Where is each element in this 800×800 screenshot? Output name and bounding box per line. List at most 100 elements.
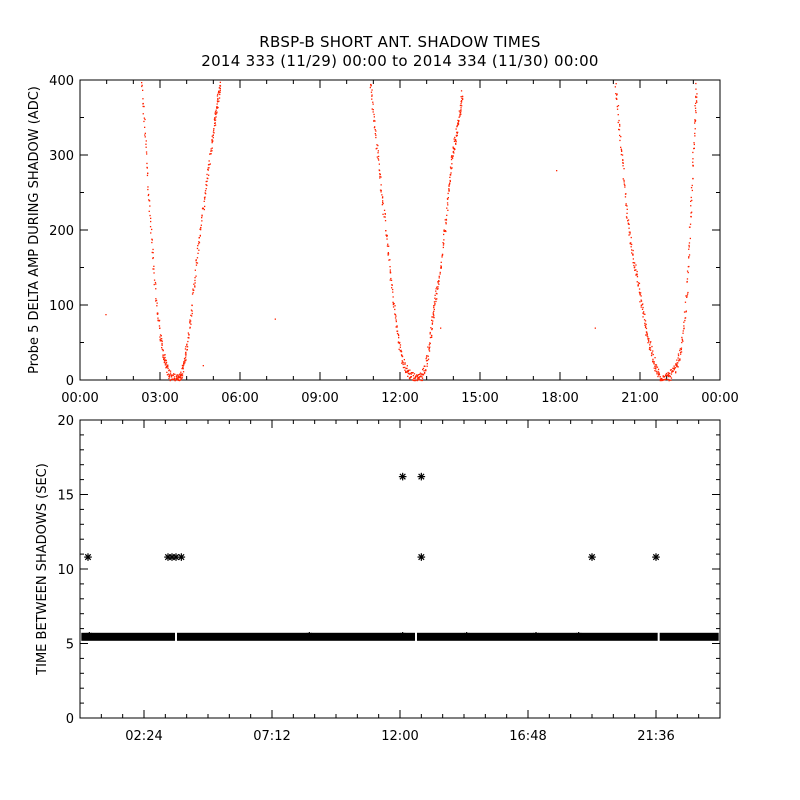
top-data-point bbox=[382, 196, 384, 198]
top-data-point bbox=[409, 376, 412, 379]
top-data-point bbox=[204, 205, 206, 208]
top-data-point bbox=[644, 313, 646, 315]
top-data-point bbox=[455, 128, 457, 130]
top-data-point bbox=[672, 367, 674, 369]
top-data-point bbox=[196, 257, 199, 259]
top-data-point bbox=[655, 368, 657, 370]
top-data-point bbox=[376, 144, 378, 146]
top-data-point bbox=[695, 96, 697, 99]
top-data-point bbox=[186, 344, 188, 346]
top-data-point bbox=[673, 365, 675, 367]
top-data-point bbox=[681, 339, 684, 341]
top-data-point bbox=[385, 234, 387, 236]
top-data-point bbox=[447, 197, 449, 199]
top-data-point bbox=[196, 262, 199, 264]
top-data-point bbox=[167, 367, 169, 370]
top-data-point bbox=[695, 111, 697, 114]
top-data-point bbox=[413, 373, 416, 375]
top-data-point bbox=[155, 288, 157, 290]
top-data-point bbox=[440, 261, 442, 263]
top-data-point bbox=[390, 279, 393, 281]
top-data-point bbox=[435, 298, 437, 300]
top-data-point bbox=[451, 163, 453, 165]
top-data-point bbox=[407, 370, 410, 372]
top-data-point bbox=[147, 194, 149, 197]
top-data-point bbox=[409, 377, 411, 379]
top-data-point bbox=[429, 346, 431, 348]
top-data-point bbox=[216, 103, 218, 105]
top-data-point bbox=[428, 349, 430, 351]
top-data-point bbox=[151, 228, 153, 231]
top-data-point bbox=[620, 153, 622, 156]
top-data-point bbox=[649, 344, 651, 346]
top-data-point bbox=[392, 301, 394, 303]
top-data-point bbox=[684, 301, 687, 303]
top-data-point bbox=[426, 355, 428, 357]
top-data-point bbox=[443, 229, 445, 231]
top-data-point bbox=[461, 100, 463, 102]
top-data-point bbox=[460, 101, 463, 103]
asterisk-stroke-d2 bbox=[418, 473, 425, 480]
top-data-point bbox=[191, 293, 194, 295]
top-data-point bbox=[201, 215, 203, 217]
top-data-point bbox=[159, 338, 161, 341]
top-data-point bbox=[686, 280, 688, 283]
top-data-point bbox=[435, 300, 437, 303]
top-data-point bbox=[169, 370, 172, 372]
top-data-point bbox=[616, 94, 618, 96]
top-data-point bbox=[219, 93, 221, 96]
top-data-point bbox=[434, 294, 436, 296]
top-data-point bbox=[217, 106, 219, 109]
top-data-point bbox=[415, 375, 417, 377]
top-data-point bbox=[444, 230, 447, 232]
top-data-point bbox=[690, 205, 692, 207]
bottom-x-tick-label: 07:12 bbox=[253, 729, 290, 744]
top-data-point bbox=[155, 300, 157, 302]
top-data-point bbox=[444, 230, 446, 232]
top-data-point bbox=[172, 379, 174, 381]
top-data-point bbox=[627, 219, 630, 221]
top-data-point bbox=[146, 162, 148, 165]
top-data-point bbox=[449, 182, 451, 184]
top-data-point bbox=[380, 189, 382, 192]
top-data-point bbox=[141, 82, 143, 84]
top-data-point bbox=[386, 238, 388, 240]
top-data-point bbox=[167, 365, 169, 367]
top-data-point bbox=[616, 93, 618, 95]
top-data-point bbox=[214, 112, 216, 114]
top-data-point bbox=[407, 370, 409, 373]
top-data-point bbox=[147, 188, 149, 191]
top-data-point bbox=[627, 222, 629, 224]
top-data-point bbox=[627, 223, 630, 225]
top-data-point bbox=[681, 338, 683, 340]
top-data-point bbox=[407, 372, 409, 375]
top-data-point bbox=[217, 101, 219, 103]
top-data-point bbox=[370, 91, 373, 93]
top-data-point bbox=[144, 132, 146, 134]
top-isolated-point bbox=[440, 327, 442, 329]
top-data-point bbox=[218, 100, 220, 102]
top-data-point bbox=[625, 216, 628, 218]
top-data-point bbox=[186, 349, 188, 351]
top-data-point bbox=[167, 373, 170, 375]
top-data-point bbox=[690, 187, 693, 189]
top-data-point bbox=[211, 140, 213, 142]
top-data-point bbox=[212, 137, 214, 139]
top-data-point bbox=[678, 360, 680, 362]
top-data-point bbox=[403, 359, 405, 361]
top-data-point bbox=[211, 142, 213, 144]
top-data-point bbox=[402, 366, 405, 369]
bottom-panel: 0 5 10 15 20 02:24 07:12 12:00 16:48 21:36 TIME BE… bbox=[35, 414, 721, 744]
top-data-point bbox=[680, 348, 682, 351]
top-data-point bbox=[628, 234, 630, 236]
top-data-point bbox=[687, 291, 689, 294]
top-data-point bbox=[180, 376, 182, 378]
top-data-point bbox=[183, 363, 185, 365]
top-x-tick-label: 09:00 bbox=[301, 391, 338, 406]
top-data-point bbox=[655, 364, 657, 366]
top-data-point bbox=[376, 147, 378, 149]
top-data-point bbox=[375, 134, 377, 136]
top-data-point bbox=[379, 173, 381, 175]
top-data-point bbox=[655, 370, 657, 372]
top-data-point bbox=[626, 212, 628, 214]
